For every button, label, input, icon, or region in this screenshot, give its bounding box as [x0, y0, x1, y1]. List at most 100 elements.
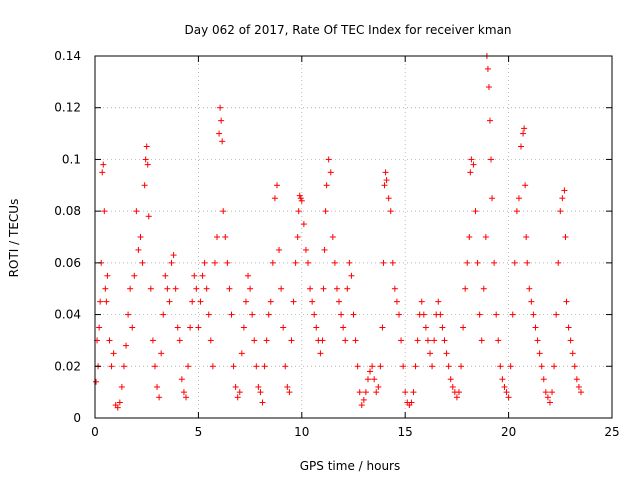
data-point: [158, 350, 165, 357]
data-point: [216, 130, 223, 137]
x-tick-label: 5: [195, 425, 203, 439]
data-point: [559, 195, 566, 202]
data-point: [240, 324, 247, 331]
data-point: [518, 143, 525, 150]
data-point: [290, 298, 297, 305]
data-point: [344, 285, 351, 292]
data-point: [435, 298, 442, 305]
data-point: [499, 376, 506, 383]
data-point: [261, 363, 268, 370]
data-point: [178, 376, 185, 383]
data-point: [96, 324, 103, 331]
data-point: [127, 285, 134, 292]
data-point: [524, 259, 531, 266]
data-point: [369, 363, 376, 370]
data-point: [123, 342, 130, 349]
data-point: [565, 324, 572, 331]
x-tick-label: 25: [604, 425, 619, 439]
data-point: [449, 383, 456, 390]
data-point: [269, 259, 276, 266]
data-point: [410, 389, 417, 396]
data-point: [160, 311, 167, 318]
data-point: [571, 363, 578, 370]
data-point: [546, 399, 553, 406]
data-point: [420, 311, 427, 318]
data-point: [511, 259, 518, 266]
data-point: [447, 376, 454, 383]
data-point: [273, 182, 280, 189]
data-point: [322, 208, 329, 215]
data-point: [110, 350, 117, 357]
data-point: [340, 324, 347, 331]
data-point: [422, 324, 429, 331]
data-point: [381, 182, 388, 189]
data-point: [467, 169, 474, 176]
data-point: [418, 298, 425, 305]
chart-title: Day 062 of 2017, Rate Of TEC Index for r…: [184, 23, 511, 37]
data-point: [482, 234, 489, 240]
data-point: [296, 192, 303, 199]
data-point: [364, 376, 371, 383]
data-point: [168, 259, 175, 266]
y-axis-label: ROTI / TECUs: [7, 199, 21, 278]
data-point: [214, 234, 221, 240]
data-point: [103, 298, 110, 305]
y-axis-ticks: 0 0.02 0.04 0.06 0.08 0.1 0.12 0.14: [54, 49, 612, 425]
data-point: [313, 324, 320, 331]
data-point: [503, 389, 510, 396]
y-tick-label: 0.04: [54, 308, 81, 322]
data-point: [145, 213, 152, 220]
data-point: [380, 259, 387, 266]
data-point: [327, 169, 334, 176]
data-point: [217, 104, 224, 111]
data-point: [331, 259, 338, 266]
data-point: [408, 399, 415, 406]
data-point: [526, 285, 533, 292]
data-point: [488, 156, 495, 163]
data-point: [395, 311, 402, 318]
data-point: [142, 156, 149, 163]
data-point: [573, 376, 580, 383]
x-tick-label: 20: [501, 425, 516, 439]
data-point: [211, 259, 218, 266]
data-point: [295, 208, 302, 215]
data-point: [195, 324, 202, 331]
data-point: [203, 285, 210, 292]
data-point: [445, 363, 452, 370]
data-point: [350, 311, 357, 318]
data-point: [222, 234, 229, 240]
y-tick-label: 0.1: [62, 152, 81, 166]
data-point: [489, 195, 496, 202]
data-point: [443, 350, 450, 357]
data-point: [251, 337, 258, 344]
data-point: [377, 363, 384, 370]
data-point: [154, 383, 161, 390]
data-point: [485, 84, 492, 91]
y-tick-label: 0.12: [54, 101, 81, 115]
data-point: [232, 383, 239, 390]
data-point: [131, 272, 138, 279]
y-tick-label: 0: [73, 411, 81, 425]
data-point: [224, 259, 231, 266]
data-point: [495, 337, 502, 344]
data-point: [497, 363, 504, 370]
data-point: [193, 285, 200, 292]
data-point: [133, 208, 140, 215]
data-point: [562, 234, 569, 240]
data-point: [387, 208, 394, 215]
data-point: [245, 272, 252, 279]
data-point: [189, 298, 196, 305]
data-point: [172, 285, 179, 292]
data-point: [166, 298, 173, 305]
data-point: [271, 195, 278, 202]
data-point: [263, 337, 270, 344]
data-point: [513, 208, 520, 215]
data-point: [358, 402, 365, 409]
data-point: [385, 195, 392, 202]
x-axis-label: GPS time / hours: [300, 459, 401, 473]
data-point: [234, 394, 241, 401]
data-point: [509, 311, 516, 318]
data-point: [561, 187, 568, 194]
data-point: [338, 311, 345, 318]
